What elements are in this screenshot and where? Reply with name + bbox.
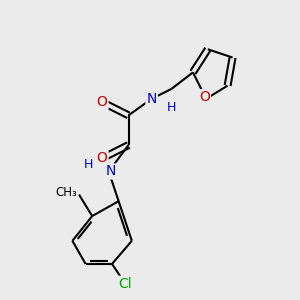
Text: N: N (146, 92, 157, 106)
Text: O: O (97, 95, 108, 109)
Text: O: O (97, 151, 108, 165)
Text: CH₃: CH₃ (56, 186, 77, 200)
Text: H: H (84, 158, 94, 171)
Text: Cl: Cl (118, 277, 132, 291)
Text: H: H (167, 100, 176, 114)
Text: N: N (105, 164, 116, 178)
Text: O: O (199, 90, 210, 104)
